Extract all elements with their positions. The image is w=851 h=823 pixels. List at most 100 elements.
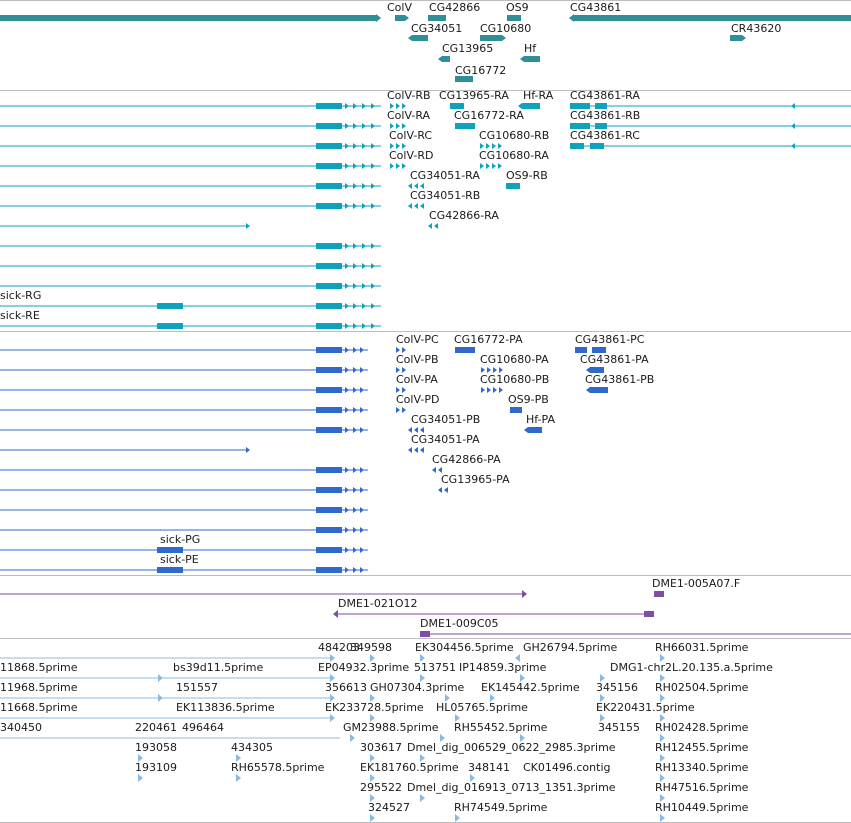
feature-label: OS9-RB bbox=[506, 169, 548, 182]
exon-block[interactable] bbox=[316, 407, 342, 413]
exon-block[interactable] bbox=[316, 283, 342, 289]
exon-block[interactable] bbox=[590, 367, 604, 373]
exon-block[interactable] bbox=[316, 303, 342, 309]
strand-arrow bbox=[408, 427, 412, 433]
strand-arrow bbox=[330, 714, 335, 722]
feature-label: RH55452.5prime bbox=[454, 721, 548, 734]
strand-arrow bbox=[420, 794, 425, 802]
exon-block[interactable] bbox=[506, 183, 520, 189]
exon-block[interactable] bbox=[480, 35, 502, 41]
exon-block[interactable] bbox=[157, 303, 183, 309]
feature-label: 11668.5prime bbox=[0, 701, 78, 714]
feature-label: 356613 bbox=[325, 681, 367, 694]
feature-label: CG10680 bbox=[480, 22, 531, 35]
exon-block[interactable] bbox=[316, 263, 342, 269]
exon-block[interactable] bbox=[316, 427, 342, 433]
feature-label: CG43861 bbox=[570, 1, 621, 14]
strand-arrow bbox=[660, 774, 665, 782]
exon-block[interactable] bbox=[455, 123, 475, 129]
strand-arrow bbox=[569, 14, 574, 22]
strand-arrow bbox=[498, 143, 502, 149]
strand-arrow bbox=[420, 654, 425, 662]
exon-block[interactable] bbox=[316, 547, 342, 553]
exon-block[interactable] bbox=[455, 347, 475, 353]
strand-arrow bbox=[524, 427, 528, 433]
feature-label: 348141 bbox=[468, 761, 510, 774]
exon-block[interactable] bbox=[730, 35, 742, 41]
strand-arrow bbox=[455, 814, 460, 822]
strand-arrow bbox=[330, 674, 335, 682]
feature-label: sick-RE bbox=[0, 309, 40, 322]
exon-block[interactable] bbox=[316, 243, 342, 249]
strand-arrow bbox=[444, 487, 448, 493]
exon-block[interactable] bbox=[395, 15, 405, 21]
exon-block[interactable] bbox=[455, 76, 473, 82]
feature-label: DME1-009C05 bbox=[420, 617, 499, 630]
strand-arrow bbox=[138, 754, 143, 762]
exon-block[interactable] bbox=[575, 347, 587, 353]
feature-label: sick-RG bbox=[0, 289, 41, 302]
exon-block[interactable] bbox=[157, 323, 183, 329]
exon-block[interactable] bbox=[654, 591, 664, 597]
exon-block[interactable] bbox=[316, 183, 342, 189]
exon-block[interactable] bbox=[450, 103, 464, 109]
exon-block[interactable] bbox=[590, 387, 608, 393]
feature-label: ColV-RC bbox=[389, 129, 432, 142]
strand-arrow bbox=[487, 387, 491, 393]
feature-label: ColV-PA bbox=[396, 373, 438, 386]
exon-block[interactable] bbox=[412, 35, 428, 41]
exon-block[interactable] bbox=[316, 387, 342, 393]
exon-block[interactable] bbox=[316, 367, 342, 373]
exon-block[interactable] bbox=[316, 527, 342, 533]
strand-arrow bbox=[390, 163, 394, 169]
exon-block[interactable] bbox=[316, 203, 342, 209]
exon-block[interactable] bbox=[524, 56, 540, 62]
exon-block[interactable] bbox=[157, 567, 183, 573]
strand-arrow bbox=[660, 654, 665, 662]
exon-block[interactable] bbox=[510, 407, 522, 413]
strand-arrow bbox=[498, 163, 502, 169]
exon-block[interactable] bbox=[316, 143, 342, 149]
strand-arrow bbox=[158, 674, 163, 682]
feature-label: CG43861-RB bbox=[570, 109, 640, 122]
feature-label: RH66031.5prime bbox=[655, 641, 749, 654]
feature-label: CG10680-RB bbox=[479, 129, 549, 142]
feature-label: ColV-PD bbox=[396, 393, 439, 406]
exon-block[interactable] bbox=[574, 15, 851, 21]
exon-block[interactable] bbox=[316, 507, 342, 513]
feature-label: CG13965-PA bbox=[441, 473, 510, 486]
feature-label: CG10680-PA bbox=[480, 353, 549, 366]
feature-label: 484203 bbox=[318, 641, 360, 654]
strand-arrow bbox=[370, 654, 375, 662]
exon-block[interactable] bbox=[316, 567, 342, 573]
exon-block[interactable] bbox=[528, 427, 542, 433]
feature-label: 193058 bbox=[135, 741, 177, 754]
exon-block[interactable] bbox=[592, 347, 606, 353]
exon-block[interactable] bbox=[316, 323, 342, 329]
feature-label: RH65578.5prime bbox=[231, 761, 325, 774]
exon-block[interactable] bbox=[316, 123, 342, 129]
strand-arrow bbox=[414, 203, 418, 209]
feature-label: ColV bbox=[387, 1, 412, 14]
feature-label: EK113836.5prime bbox=[176, 701, 275, 714]
strand-arrow bbox=[502, 35, 506, 41]
exon-block[interactable] bbox=[316, 163, 342, 169]
strand-arrow bbox=[480, 163, 484, 169]
feature-label: CG34051-PB bbox=[411, 413, 480, 426]
exon-block[interactable] bbox=[428, 15, 446, 21]
feature-label: EP04932.3prime bbox=[318, 661, 409, 674]
exon-block[interactable] bbox=[442, 56, 450, 62]
exon-block[interactable] bbox=[0, 15, 376, 21]
exon-block[interactable] bbox=[644, 611, 654, 617]
strand-arrow bbox=[376, 14, 381, 22]
exon-block[interactable] bbox=[157, 547, 183, 553]
feature-label: 193109 bbox=[135, 761, 177, 774]
strand-arrow bbox=[370, 794, 375, 802]
exon-block[interactable] bbox=[316, 487, 342, 493]
strand-arrow bbox=[370, 754, 375, 762]
exon-block[interactable] bbox=[316, 347, 342, 353]
exon-block[interactable] bbox=[316, 103, 342, 109]
exon-block[interactable] bbox=[522, 103, 540, 109]
exon-block[interactable] bbox=[316, 467, 342, 473]
exon-block[interactable] bbox=[507, 15, 521, 21]
